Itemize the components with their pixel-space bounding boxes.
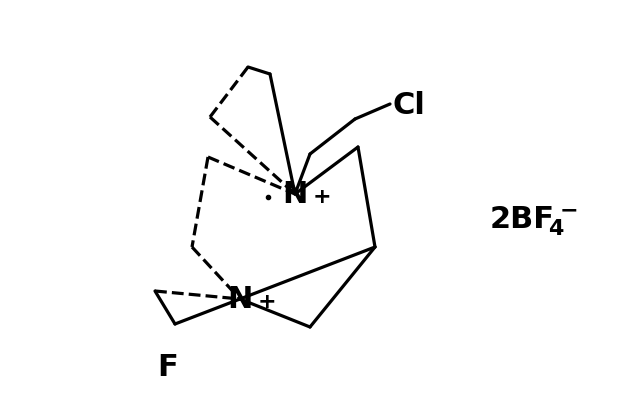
Text: 4: 4 xyxy=(548,219,563,239)
Text: F: F xyxy=(157,352,179,381)
Text: −: − xyxy=(560,200,579,219)
Text: N: N xyxy=(282,180,308,209)
Text: N: N xyxy=(227,285,253,314)
Text: +: + xyxy=(258,291,276,311)
Text: 2BF: 2BF xyxy=(490,205,555,234)
Text: Cl: Cl xyxy=(393,90,426,119)
Text: +: + xyxy=(313,186,332,207)
